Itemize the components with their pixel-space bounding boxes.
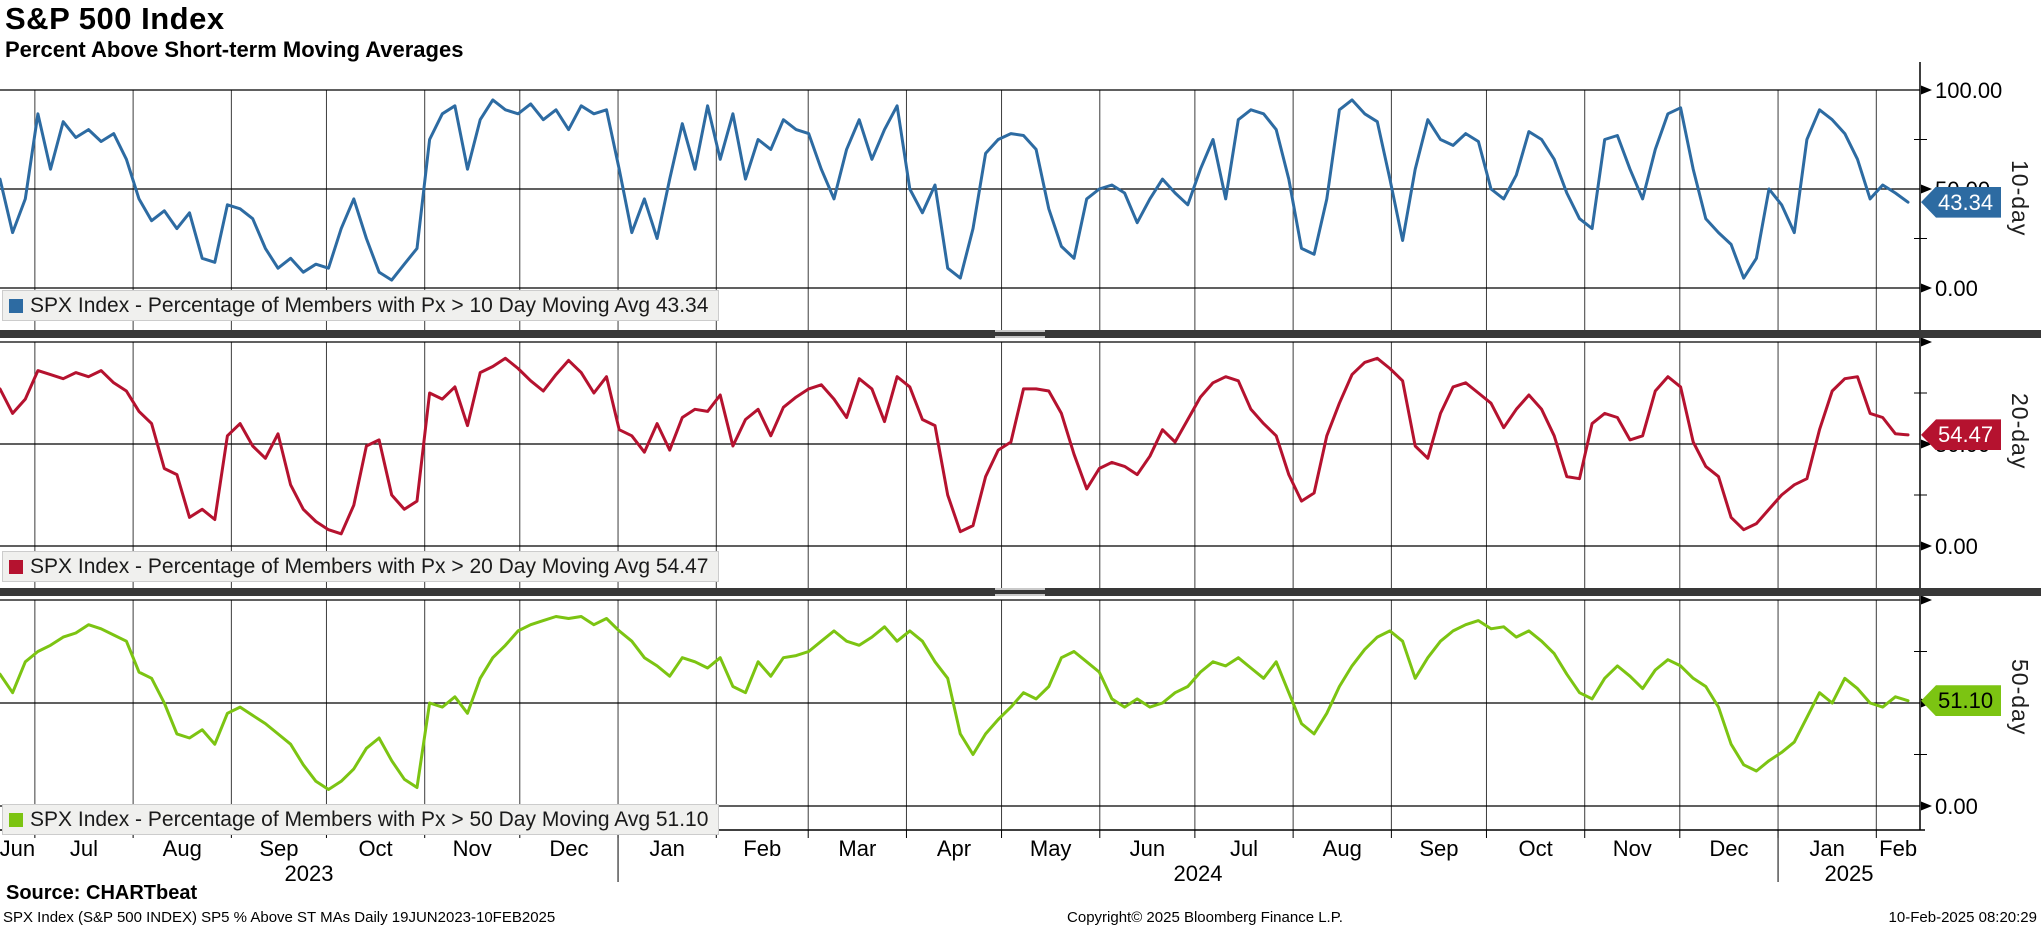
x-year-label: 2025 xyxy=(1824,861,1874,886)
axis-tick-arrow-icon xyxy=(1921,439,1932,449)
legend-50-day[interactable]: SPX Index - Percentage of Members with P… xyxy=(2,804,720,835)
last-value-badge-20-day[interactable]: 54.47 xyxy=(1921,419,2001,451)
last-value-badge-50-day[interactable]: 51.10 xyxy=(1921,685,2001,717)
x-year-label: 2024 xyxy=(1173,861,1223,886)
x-month-label: Sep xyxy=(1419,836,1459,861)
axis-title-20-day: 20-day xyxy=(2007,392,2033,470)
legend-label: SPX Index - Percentage of Members with P… xyxy=(30,554,709,578)
source-label: Source: CHARTbeat xyxy=(6,882,198,904)
legend-label: SPX Index - Percentage of Members with P… xyxy=(30,807,709,831)
series-line-50-day xyxy=(0,615,1910,791)
panel-divider[interactable] xyxy=(0,330,2041,338)
timestamp-label: 10-Feb-2025 08:20:29 xyxy=(1888,909,2037,926)
x-month-label: May xyxy=(1029,836,1072,861)
x-month-label: Jun xyxy=(1129,836,1166,861)
axis-tick-arrow-icon xyxy=(1921,541,1932,551)
x-month-label: Jul xyxy=(1229,836,1259,861)
x-month-label: Nov xyxy=(452,836,492,861)
y-tick-label: 0.00 xyxy=(1935,534,1978,559)
legend-20-day[interactable]: SPX Index - Percentage of Members with P… xyxy=(2,551,720,582)
x-month-label: Nov xyxy=(1612,836,1652,861)
axis-title-10-day: 10-day xyxy=(2007,160,2033,237)
divider-grip-icon[interactable] xyxy=(995,588,1045,596)
panel-divider[interactable] xyxy=(0,588,2041,596)
legend-swatch-icon xyxy=(9,812,23,827)
y-tick-label: 0.00 xyxy=(1935,276,1978,301)
x-month-label: Dec xyxy=(1709,836,1749,861)
legend-10-day[interactable]: SPX Index - Percentage of Members with P… xyxy=(2,290,720,321)
y-tick-label: 100.00 xyxy=(1935,78,2002,103)
page-subtitle: Percent Above Short-term Moving Averages xyxy=(5,37,464,62)
x-month-label: Jun xyxy=(0,836,36,861)
legend-swatch-icon xyxy=(9,298,23,313)
axis-tick-arrow-icon xyxy=(1921,184,1932,194)
axis-tick-arrow-icon xyxy=(1921,801,1932,811)
axis-tick-arrow-icon xyxy=(1921,337,1932,347)
x-month-label: Feb xyxy=(743,836,782,861)
x-month-label: Jan xyxy=(649,836,685,861)
last-value-badge-10-day[interactable]: 43.34 xyxy=(1921,186,2001,218)
y-tick-label: 0.00 xyxy=(1935,794,1978,819)
series-line-20-day xyxy=(0,356,1910,536)
x-month-label: Aug xyxy=(162,836,202,861)
x-year-label: 2023 xyxy=(284,861,334,886)
x-month-label: Oct xyxy=(1518,836,1553,861)
divider-grip-icon[interactable] xyxy=(995,330,1045,338)
page-title: S&P 500 Index xyxy=(5,1,225,36)
x-month-label: Feb xyxy=(1879,836,1918,861)
x-month-label: Jan xyxy=(1809,836,1845,861)
legend-label: SPX Index - Percentage of Members with P… xyxy=(30,293,709,317)
x-month-label: Dec xyxy=(549,836,589,861)
x-month-label: Sep xyxy=(259,836,299,861)
x-month-label: Oct xyxy=(358,836,393,861)
axis-tick-arrow-icon xyxy=(1921,85,1932,95)
legend-swatch-icon xyxy=(9,559,23,574)
x-month-label: Mar xyxy=(838,836,877,861)
axis-tick-arrow-icon xyxy=(1921,595,1932,605)
chart-detail-line: SPX Index (S&P 500 INDEX) SP5 % Above ST… xyxy=(3,909,556,926)
x-month-label: Jul xyxy=(69,836,99,861)
axis-tick-arrow-icon xyxy=(1921,283,1932,293)
series-line-10-day xyxy=(0,98,1910,282)
x-month-label: Apr xyxy=(936,836,972,861)
axis-title-50-day: 50-day xyxy=(2007,658,2033,736)
x-month-label: Aug xyxy=(1322,836,1362,861)
copyright-label: Copyright© 2025 Bloomberg Finance L.P. xyxy=(1067,909,1343,926)
